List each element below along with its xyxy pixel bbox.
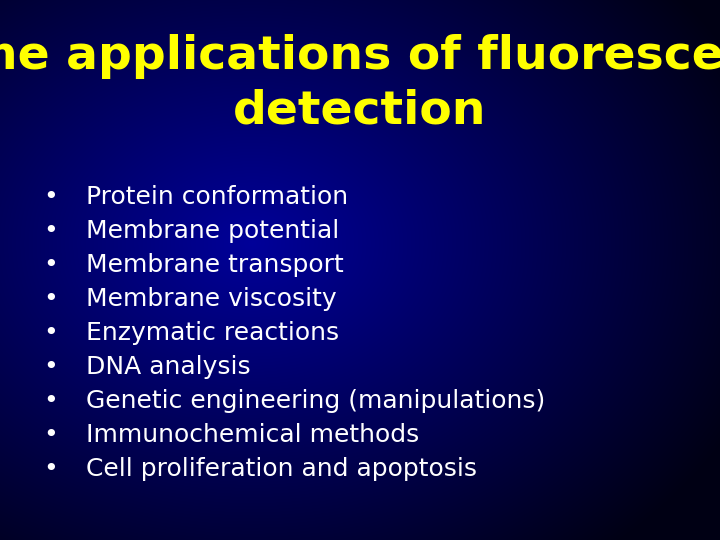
Text: •: • — [43, 457, 58, 481]
Text: Cell proliferation and apoptosis: Cell proliferation and apoptosis — [86, 457, 477, 481]
Text: Membrane transport: Membrane transport — [86, 253, 344, 277]
Text: •: • — [43, 185, 58, 209]
Text: Membrane viscosity: Membrane viscosity — [86, 287, 337, 311]
Text: •: • — [43, 423, 58, 447]
Text: •: • — [43, 321, 58, 345]
Text: Immunochemical methods: Immunochemical methods — [86, 423, 420, 447]
Text: Membrane potential: Membrane potential — [86, 219, 340, 243]
Text: Some applications of fluorescence: Some applications of fluorescence — [0, 34, 720, 79]
Text: •: • — [43, 287, 58, 311]
Text: •: • — [43, 389, 58, 413]
Text: Protein conformation: Protein conformation — [86, 185, 348, 209]
Text: Genetic engineering (manipulations): Genetic engineering (manipulations) — [86, 389, 546, 413]
Text: •: • — [43, 253, 58, 277]
Text: •: • — [43, 219, 58, 243]
Text: DNA analysis: DNA analysis — [86, 355, 251, 379]
Text: •: • — [43, 355, 58, 379]
Text: Enzymatic reactions: Enzymatic reactions — [86, 321, 340, 345]
Text: detection: detection — [233, 88, 487, 133]
